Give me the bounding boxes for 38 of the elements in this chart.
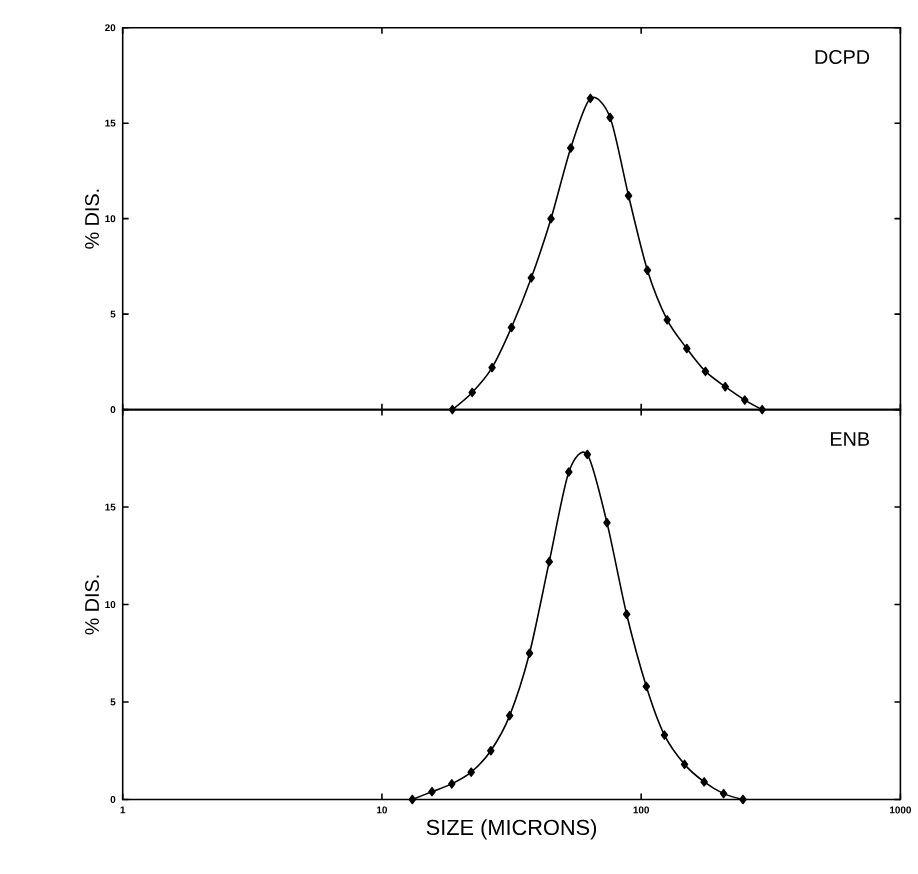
point <box>603 517 611 528</box>
point <box>606 112 614 122</box>
point <box>527 272 536 283</box>
point <box>643 265 652 275</box>
point <box>741 395 749 405</box>
point <box>488 362 496 373</box>
point <box>624 190 633 201</box>
point <box>408 794 417 804</box>
point <box>545 556 553 567</box>
point <box>428 786 436 797</box>
point <box>642 681 651 691</box>
y-axis-title: % DIS. <box>85 575 100 635</box>
point <box>525 648 534 658</box>
point <box>660 730 669 740</box>
point <box>700 776 708 787</box>
y-axis-title: % DIS. <box>85 189 100 249</box>
point <box>739 794 747 804</box>
point <box>721 381 729 392</box>
point <box>663 314 671 325</box>
point <box>586 93 595 103</box>
point <box>622 609 631 619</box>
annotation: ENB <box>831 431 870 446</box>
point <box>719 788 728 799</box>
point <box>565 466 573 477</box>
point <box>467 767 475 777</box>
point <box>547 213 555 224</box>
point <box>448 778 456 789</box>
point <box>566 142 575 153</box>
point <box>701 366 710 376</box>
point <box>468 387 476 397</box>
point <box>507 322 516 332</box>
point <box>683 343 691 353</box>
point <box>505 710 514 721</box>
point <box>583 449 592 459</box>
annotation: DCPD <box>815 49 870 64</box>
x-axis-title: SIZE (MICRONS) <box>426 818 597 840</box>
point <box>680 759 689 769</box>
point <box>487 745 495 756</box>
